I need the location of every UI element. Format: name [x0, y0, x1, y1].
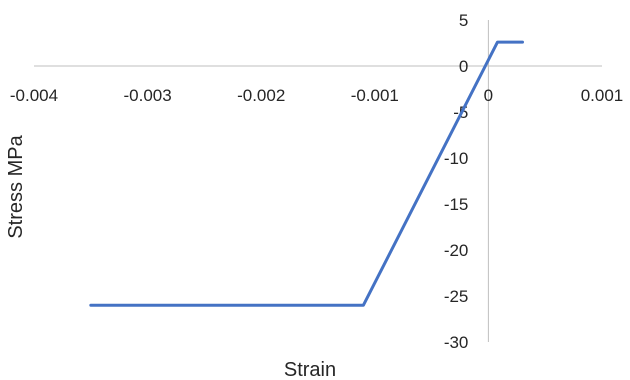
y-tick-label: -10: [444, 149, 469, 168]
x-tick-label: -0.004: [10, 86, 58, 105]
y-axis-title: Stress MPa: [5, 134, 27, 238]
x-tick-label: 0: [484, 86, 493, 105]
x-tick-label: -0.003: [123, 86, 171, 105]
x-axis-title: Strain: [284, 359, 336, 380]
x-tick-label: -0.001: [351, 86, 399, 105]
y-tick-label: 5: [459, 11, 468, 30]
y-tick-label: -25: [444, 287, 469, 306]
tick-labels: -0.004 -0.003 -0.002 -0.001 0 0.00150-5-10-15…: [10, 11, 623, 352]
y-tick-label: 0: [459, 57, 468, 76]
x-tick-label: -0.002: [237, 86, 285, 105]
series-line: [89, 40, 524, 307]
y-tick-label: -15: [444, 195, 469, 214]
series: [89, 40, 524, 307]
x-tick-label: 0.001: [581, 86, 624, 105]
axes: [34, 20, 602, 342]
y-tick-label: -30: [444, 333, 469, 352]
y-tick-label: -20: [444, 241, 469, 260]
